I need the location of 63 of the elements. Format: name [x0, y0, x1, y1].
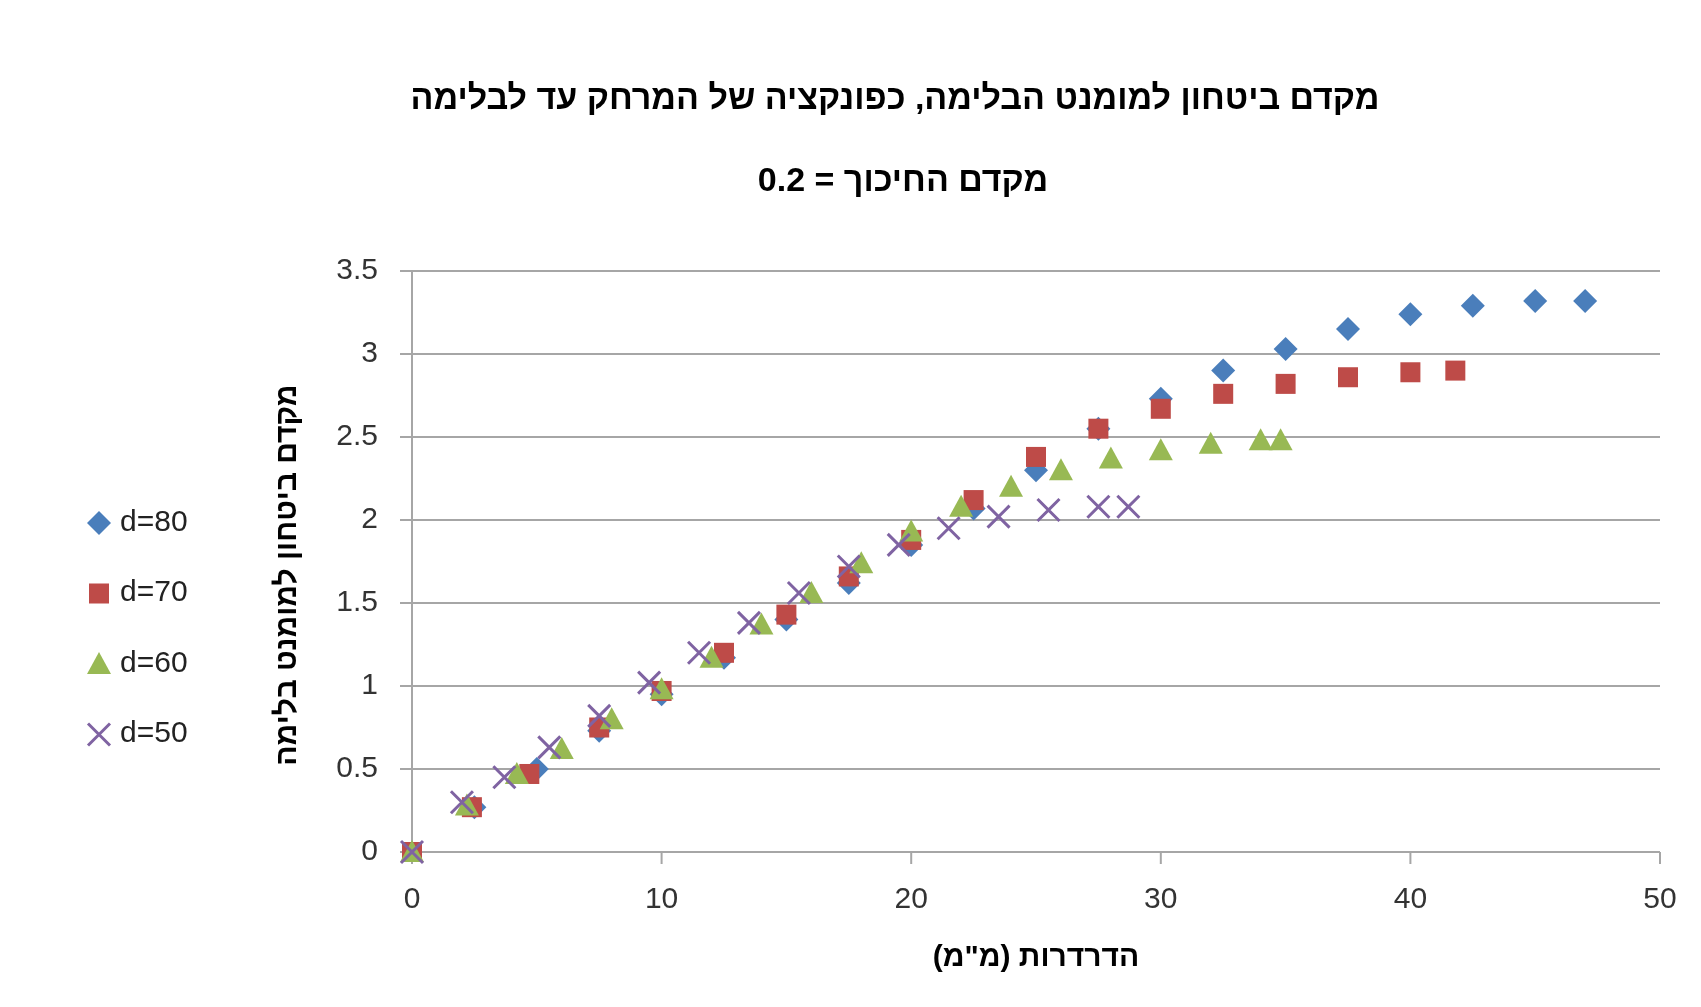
point — [1098, 446, 1123, 469]
legend-label: d=60 — [120, 644, 188, 678]
x-tick-label: 10 — [644, 880, 679, 914]
point — [1211, 358, 1236, 383]
point — [986, 504, 1012, 530]
point — [1115, 494, 1141, 520]
point — [1085, 494, 1111, 520]
point — [1148, 438, 1173, 461]
y-tick-label: 1.5 — [336, 583, 378, 617]
point — [886, 532, 912, 558]
x-tick-label: 20 — [894, 880, 928, 914]
point — [1445, 360, 1466, 381]
y-tick-label: 0.5 — [336, 749, 378, 783]
point — [449, 789, 475, 815]
x-tick-label: 40 — [1393, 880, 1428, 914]
point — [999, 474, 1024, 497]
point — [586, 703, 612, 729]
point — [1338, 367, 1358, 388]
x-axis-title: הדרדרות (מ"מ) — [932, 938, 1140, 972]
legend-label: d=50 — [120, 715, 188, 749]
point — [1268, 428, 1293, 451]
point — [1523, 288, 1548, 313]
y-tick-label: 0 — [361, 832, 378, 866]
x-tick-label: 30 — [1144, 880, 1178, 914]
point — [1048, 458, 1073, 481]
point — [1213, 383, 1234, 404]
y-tick-label: 1 — [361, 666, 378, 700]
point — [1573, 288, 1598, 313]
chart-subtitle: מקדם החיכוך = 0.2 — [757, 159, 1049, 198]
point — [1150, 398, 1171, 419]
y-tick-label: 3.5 — [336, 251, 378, 285]
point — [1398, 302, 1423, 327]
point — [491, 764, 517, 790]
point — [1026, 446, 1046, 467]
point — [736, 610, 762, 636]
chart-title: מקדם ביטחון למומנט הבלימה, כפונקציה של המרחק עד לבלימה — [410, 77, 1380, 116]
point — [1198, 431, 1223, 454]
point — [636, 670, 662, 696]
point — [1275, 373, 1296, 394]
point — [776, 604, 797, 625]
point — [536, 734, 562, 760]
point — [1273, 337, 1298, 362]
point — [799, 581, 824, 604]
x-tick-label: 50 — [1643, 880, 1677, 914]
point — [786, 580, 812, 606]
point — [699, 645, 724, 668]
point — [936, 515, 962, 541]
point — [1460, 293, 1485, 318]
y-tick-label: 2.5 — [336, 417, 378, 451]
point — [836, 553, 862, 579]
point — [1035, 497, 1061, 523]
legend-label: d=80 — [120, 503, 188, 537]
point — [1400, 362, 1421, 383]
point — [963, 490, 984, 511]
legend-label: d=70 — [120, 574, 188, 608]
point — [1336, 317, 1360, 342]
point — [1248, 428, 1273, 451]
point — [949, 494, 974, 517]
y-tick-label: 2 — [361, 500, 378, 534]
point — [686, 640, 712, 666]
y-axis-title: מקדם ביטחון למומנט בלימה — [268, 384, 302, 766]
y-tick-label: 3 — [361, 334, 378, 368]
x-tick-label: 0 — [403, 880, 421, 914]
